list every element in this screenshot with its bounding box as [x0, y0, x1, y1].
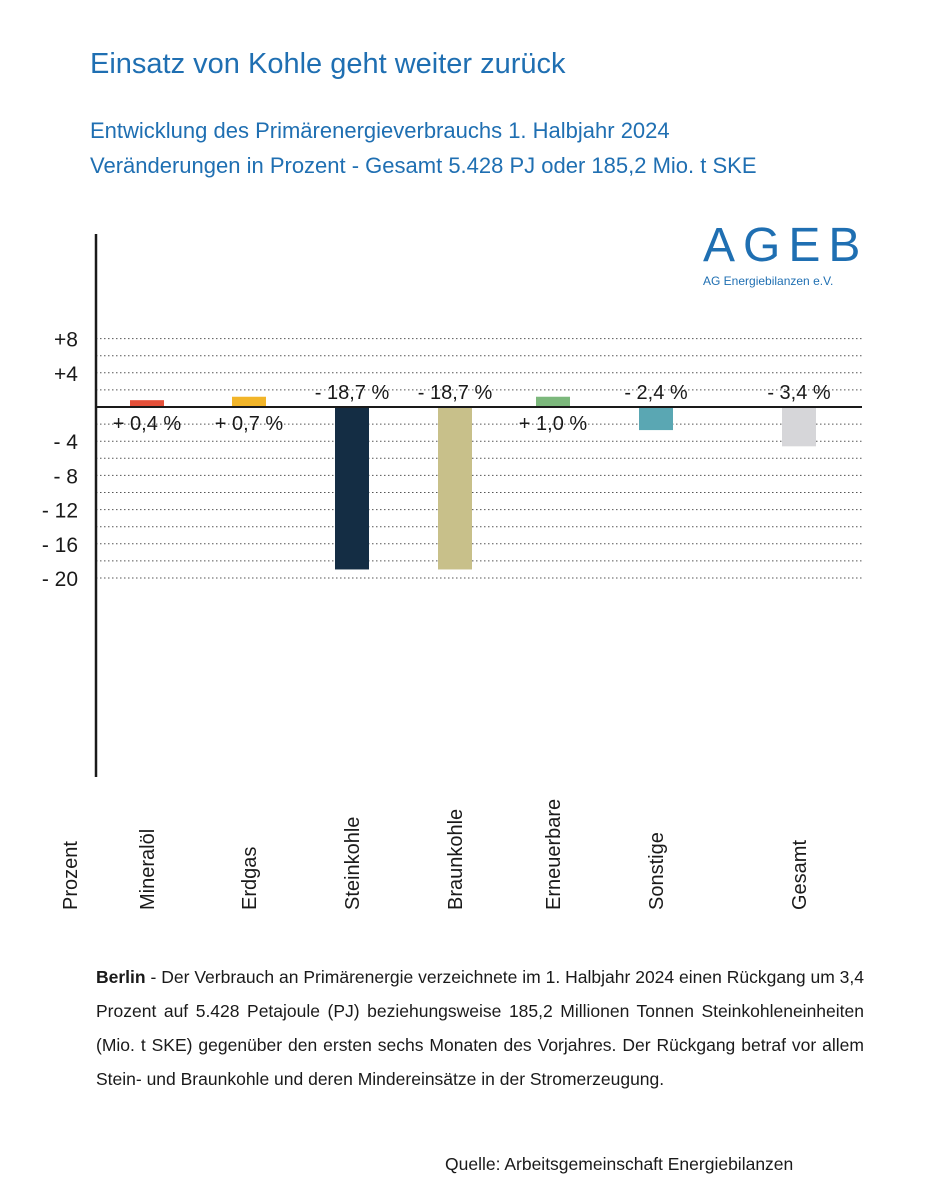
bar-erneuerbare	[536, 396, 570, 407]
data-label-mineralöl: + 0,4 %	[113, 413, 182, 435]
body-lead: Berlin	[96, 967, 146, 987]
chart-subtitle-line-1: Entwicklung des Primärenergieverbrauchs …	[90, 118, 670, 143]
source-note: Quelle: Arbeitsgemeinschaft Energiebilan…	[445, 1154, 794, 1174]
ageb-logo: AGEB AG Energiebilanzen e.V.	[703, 219, 869, 289]
y-axis-unit-label: Prozent	[60, 841, 82, 910]
logo-subtitle: AG Energiebilanzen e.V.	[703, 274, 834, 288]
y-tick-label: - 20	[42, 568, 78, 591]
category-label-steinkohle: Steinkohle	[342, 817, 364, 910]
bar-steinkohle	[335, 407, 369, 570]
category-label-mineralöl: Mineralöl	[137, 829, 159, 910]
bar-mineralöl	[130, 400, 164, 407]
data-label-gesamt: - 3,4 %	[767, 382, 831, 404]
data-label-erneuerbare: + 1,0 %	[519, 413, 588, 435]
bar-gesamt	[782, 407, 816, 447]
logo-wordmark: AGEB	[703, 219, 869, 272]
category-label-gesamt: Gesamt	[789, 840, 811, 910]
y-tick-label: - 16	[42, 534, 78, 557]
category-label-braunkohle: Braunkohle	[445, 809, 467, 910]
y-tick-label: - 8	[53, 465, 78, 488]
chart-subtitle-line-2: Veränderungen in Prozent - Gesamt 5.428 …	[90, 153, 757, 178]
data-label-sonstige: - 2,4 %	[624, 382, 688, 404]
bar-braunkohle	[438, 407, 472, 570]
bar-erdgas	[232, 396, 266, 407]
body-text: - Der Verbrauch an Primärenergie verzeic…	[96, 967, 864, 1089]
category-label-erneuerbare: Erneuerbare	[543, 799, 565, 910]
y-tick-label: +4	[54, 363, 78, 386]
data-label-steinkohle: - 18,7 %	[315, 382, 390, 404]
body-paragraph: Berlin - Der Verbrauch an Primärenergie …	[96, 960, 864, 1096]
y-tick-label: +8	[54, 329, 78, 352]
data-label-erdgas: + 0,7 %	[215, 413, 284, 435]
y-tick-label: - 4	[53, 431, 78, 454]
category-label-erdgas: Erdgas	[239, 847, 261, 910]
y-tick-label: - 12	[42, 500, 78, 523]
chart-title: Einsatz von Kohle geht weiter zurück	[90, 48, 566, 80]
data-label-braunkohle: - 18,7 %	[418, 382, 493, 404]
category-label-sonstige: Sonstige	[646, 832, 668, 910]
bar-sonstige	[639, 407, 673, 431]
bar-chart: +8 +4 - 4 - 8 - 12 - 16 - 20 + 0,4 % + 0,7 % - 18…	[42, 234, 862, 910]
